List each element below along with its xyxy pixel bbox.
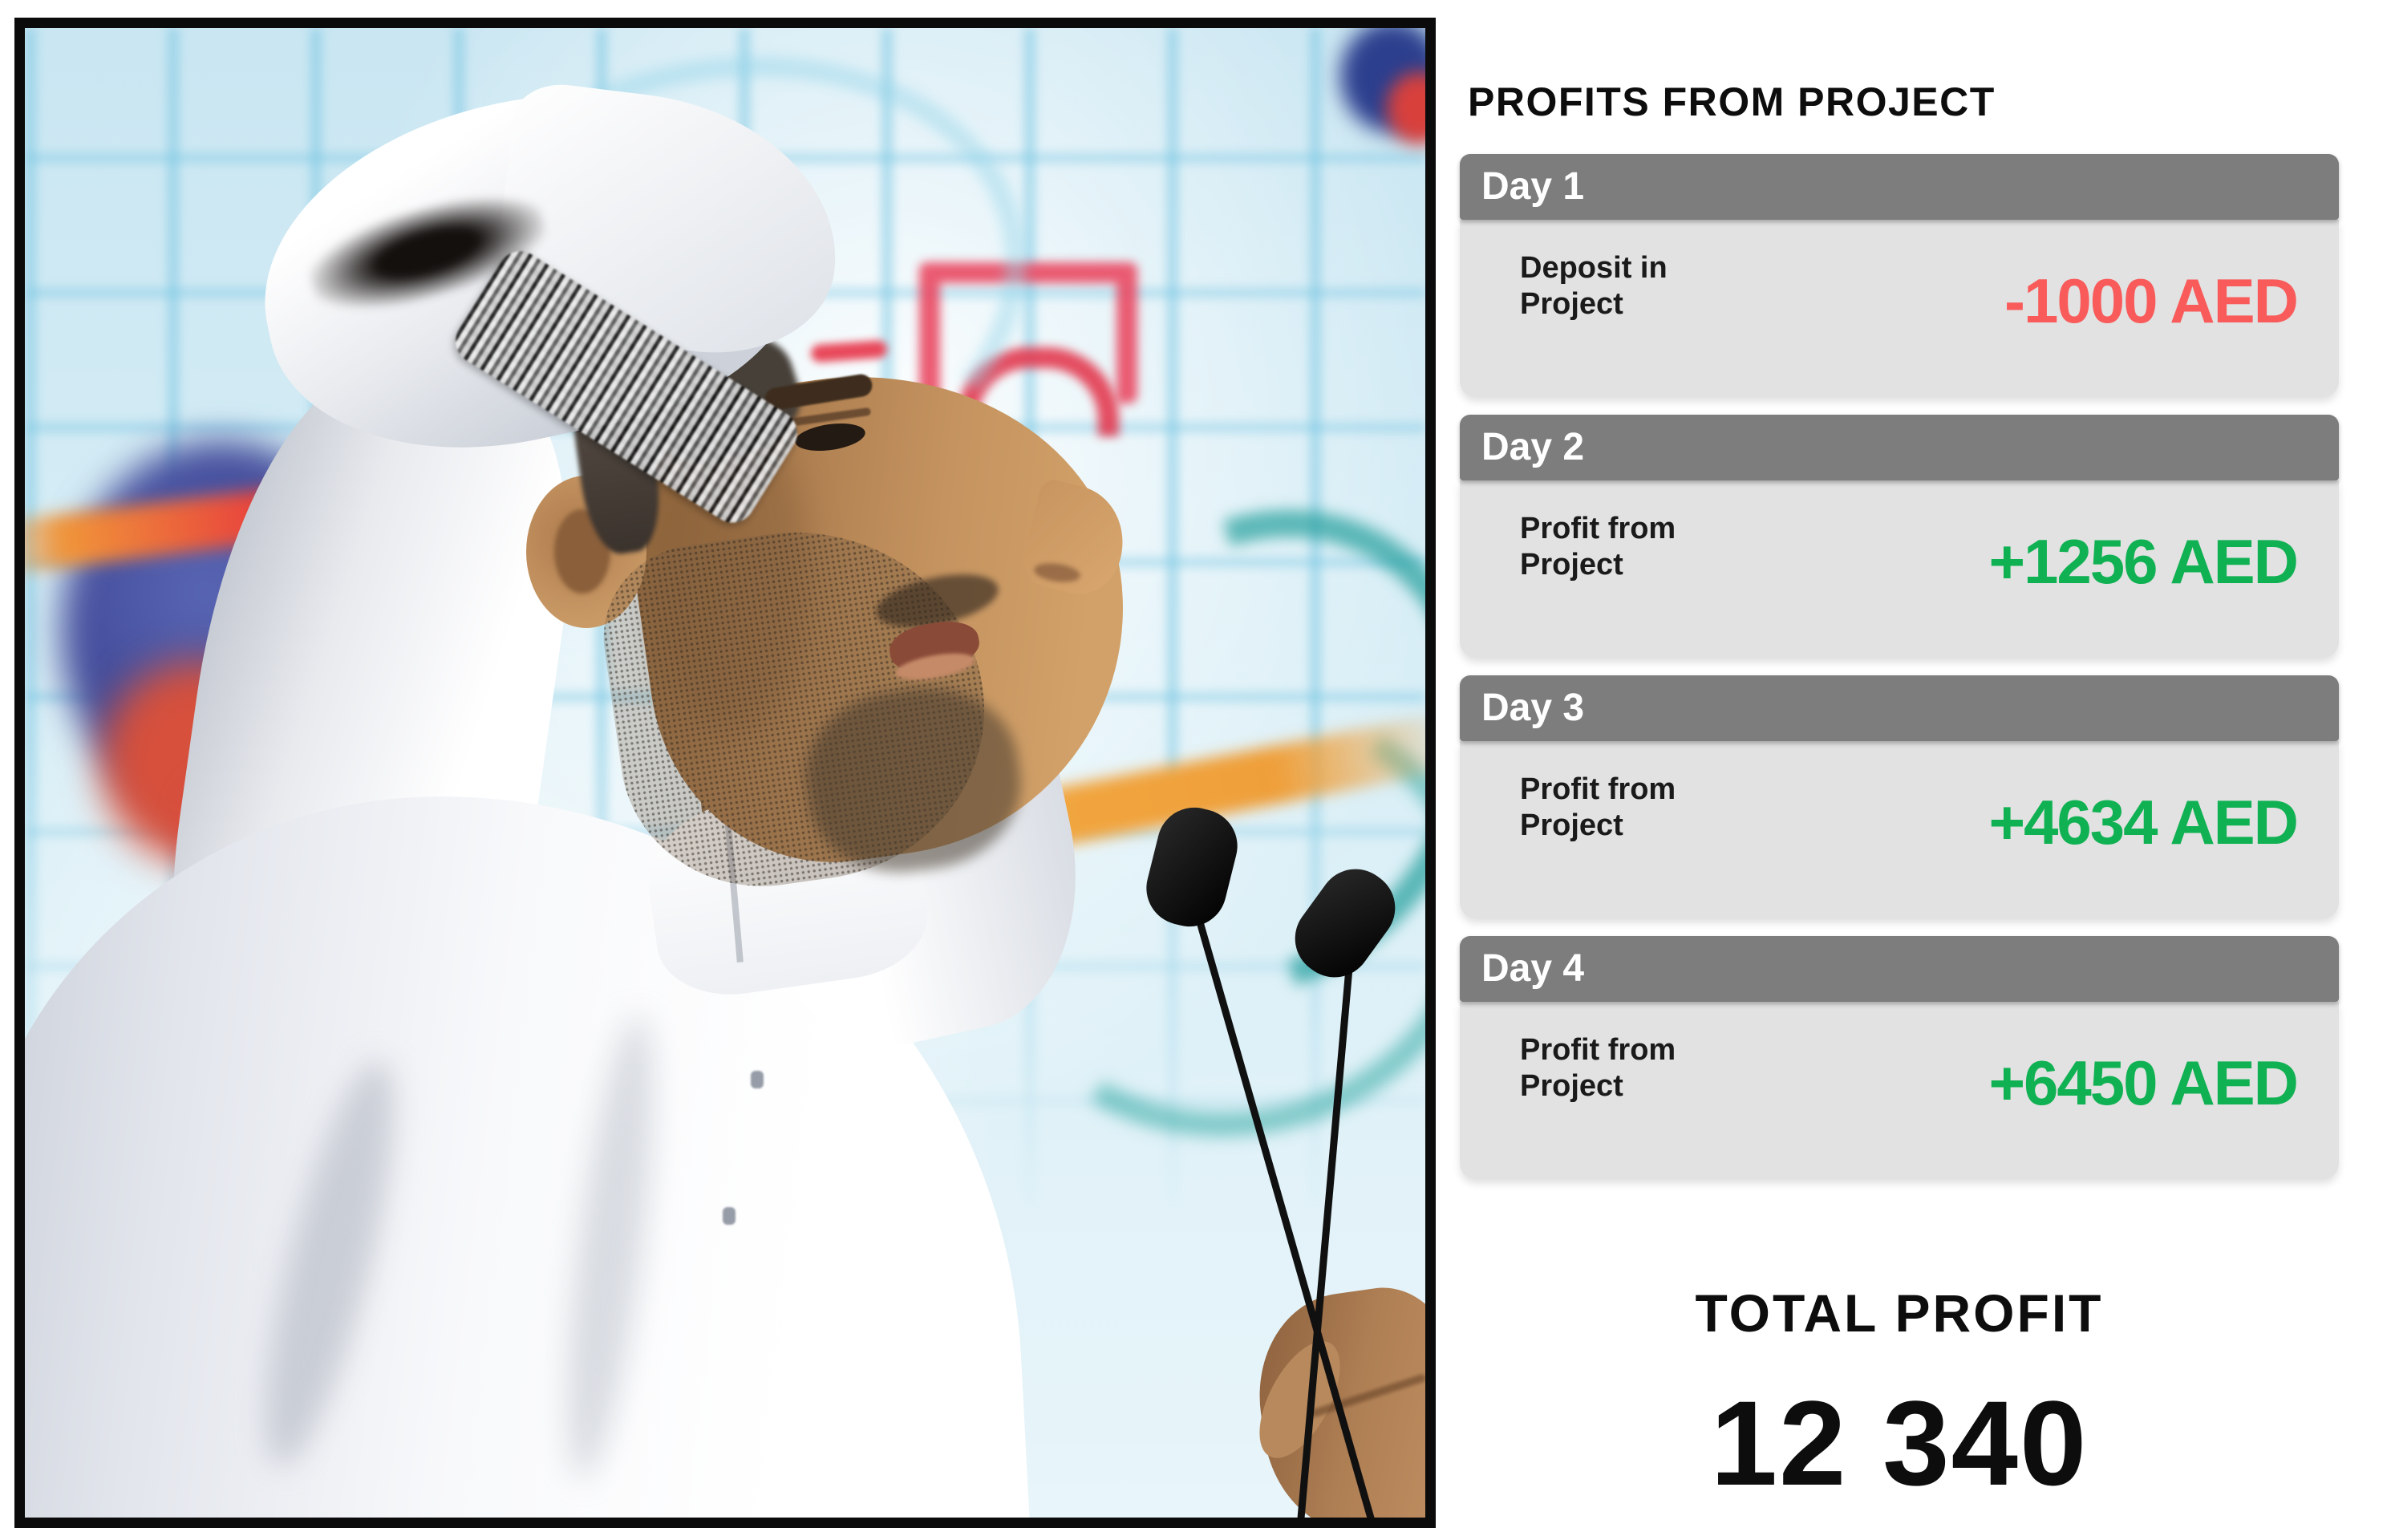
day-header: Day 3 bbox=[1460, 675, 2339, 741]
speaker-photo bbox=[14, 18, 1436, 1528]
day-label: Day 1 bbox=[1481, 165, 1585, 208]
total-profit-label: TOTAL PROFIT bbox=[1695, 1283, 2104, 1343]
day-body: Profit from Project +1256 AED bbox=[1460, 480, 2339, 658]
day-body: Profit from Project +4634 AED bbox=[1460, 741, 2339, 918]
day-description-line2: Project bbox=[1520, 286, 1623, 321]
day-description: Deposit in Project bbox=[1520, 250, 1668, 322]
day-description-line1: Deposit in bbox=[1520, 251, 1668, 285]
day-description-line1: Profit from bbox=[1520, 772, 1676, 806]
day-body: Profit from Project +6450 AED bbox=[1460, 1002, 2339, 1179]
day-header: Day 1 bbox=[1460, 154, 2339, 220]
day-description-line1: Profit from bbox=[1520, 512, 1676, 545]
day-description: Profit from Project bbox=[1520, 1032, 1676, 1104]
day-body: Deposit in Project -1000 AED bbox=[1460, 220, 2339, 397]
day-amount: +1256 AED bbox=[1988, 526, 2299, 597]
day-card-3: Day 3 Profit from Project +4634 AED bbox=[1460, 675, 2339, 918]
day-description-line2: Project bbox=[1520, 1068, 1623, 1103]
day-description: Profit from Project bbox=[1520, 772, 1676, 844]
day-label: Day 3 bbox=[1481, 687, 1585, 729]
day-amount: -1000 AED bbox=[2004, 265, 2299, 336]
day-amount: +6450 AED bbox=[1988, 1048, 2299, 1118]
day-description-line2: Project bbox=[1520, 808, 1623, 842]
day-label: Day 2 bbox=[1481, 426, 1585, 468]
robe-button bbox=[751, 1071, 764, 1088]
total-profit-value: 12 340 bbox=[1710, 1376, 2089, 1510]
robe-button bbox=[723, 1207, 736, 1225]
day-description: Profit from Project bbox=[1520, 511, 1676, 583]
day-header: Day 2 bbox=[1460, 415, 2339, 480]
total-section: TOTAL PROFIT 12 340 bbox=[1460, 1287, 2339, 1503]
day-card-1: Day 1 Deposit in Project -1000 AED bbox=[1460, 154, 2339, 397]
panel-title: PROFITS FROM PROJECT bbox=[1468, 79, 1996, 124]
day-card-4: Day 4 Profit from Project +6450 AED bbox=[1460, 936, 2339, 1179]
day-header: Day 4 bbox=[1460, 936, 2339, 1002]
background-pink-outline bbox=[919, 262, 1137, 403]
day-amount: +4634 AED bbox=[1988, 787, 2299, 857]
day-description-line2: Project bbox=[1520, 547, 1623, 582]
day-description-line1: Profit from bbox=[1520, 1033, 1676, 1067]
day-label: Day 4 bbox=[1481, 947, 1585, 990]
day-card-2: Day 2 Profit from Project +1256 AED bbox=[1460, 415, 2339, 658]
